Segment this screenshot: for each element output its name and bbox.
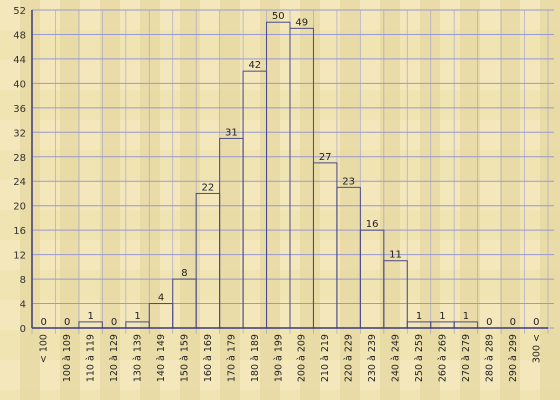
data-label: 1 [134, 311, 140, 322]
data-label: 49 [295, 17, 308, 28]
y-tick-label: 36 [13, 104, 26, 115]
y-tick-label: 20 [13, 202, 26, 213]
x-category-label: 120 à 129 [109, 334, 120, 382]
y-tick-label: 52 [13, 6, 26, 17]
x-category-label: 140 à 149 [156, 334, 167, 382]
data-label: 0 [41, 317, 47, 328]
x-category-label: 150 à 159 [179, 334, 190, 382]
y-tick-label: 4 [20, 300, 26, 311]
x-category-label: 250 à 259 [414, 334, 425, 382]
data-label: 1 [416, 311, 422, 322]
data-label: 27 [319, 152, 332, 163]
data-label: 50 [272, 11, 285, 22]
y-tick-label: 8 [20, 275, 26, 286]
y-tick-label: 16 [13, 226, 26, 237]
x-category-label: 200 à 209 [297, 334, 308, 382]
x-category-label: 160 à 169 [203, 334, 214, 382]
data-label: 0 [111, 317, 117, 328]
x-category-label: 230 à 239 [367, 334, 378, 382]
data-label: 4 [158, 293, 164, 304]
x-category-label: < 100 [39, 334, 50, 363]
y-tick-label: 32 [13, 128, 26, 139]
x-category-label: 240 à 249 [391, 334, 402, 382]
data-label: 31 [225, 127, 238, 138]
y-tick-label: 0 [20, 324, 26, 335]
axes [31, 10, 548, 329]
y-tick-label: 40 [13, 79, 26, 90]
data-label: 1 [87, 311, 93, 322]
data-label: 1 [463, 311, 469, 322]
data-label: 22 [202, 182, 215, 193]
x-category-label: 260 à 269 [437, 334, 448, 382]
x-category-label: 130 à 139 [133, 334, 144, 382]
data-label: 0 [486, 317, 492, 328]
grid-lines [31, 9, 554, 334]
data-label: 0 [533, 317, 539, 328]
y-tick-label: 44 [13, 55, 26, 66]
data-label: 0 [510, 317, 516, 328]
x-category-label: 220 à 229 [344, 334, 355, 382]
y-tick-label: 12 [13, 251, 26, 262]
x-category-label: 110 à 119 [86, 334, 97, 382]
x-category-label: 170 à 179 [226, 334, 237, 382]
x-category-label: 100 à 109 [62, 334, 73, 382]
x-category-label: 300 < [531, 334, 542, 363]
x-category-label: 290 à 299 [508, 334, 519, 382]
y-tick-label: 28 [13, 153, 26, 164]
y-tick-label: 24 [13, 177, 26, 188]
data-label: 16 [366, 219, 379, 230]
data-label: 42 [248, 60, 261, 71]
data-label: 23 [342, 176, 355, 187]
x-category-label: 280 à 289 [484, 334, 495, 382]
y-tick-label: 48 [13, 30, 26, 41]
data-label: 1 [439, 311, 445, 322]
x-category-label: 270 à 279 [461, 334, 472, 382]
x-category-label: 180 à 189 [250, 334, 261, 382]
x-category-label: 210 à 219 [320, 334, 331, 382]
data-label: 0 [64, 317, 70, 328]
data-label: 11 [389, 250, 402, 261]
x-category-label: 190 à 199 [273, 334, 284, 382]
data-label: 8 [181, 268, 187, 279]
